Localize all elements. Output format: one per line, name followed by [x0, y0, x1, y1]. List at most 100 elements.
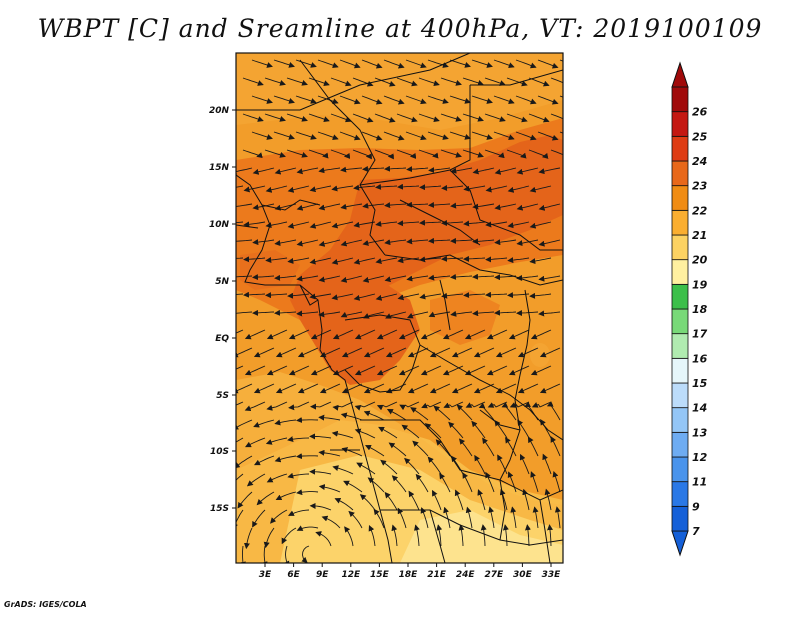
streamline: [537, 95, 559, 105]
streamline: [242, 77, 264, 86]
streamline: [263, 527, 275, 549]
streamline: [529, 292, 552, 299]
streamline: [256, 491, 275, 506]
streamline: [463, 185, 486, 192]
streamline: [384, 239, 407, 246]
colorbar-label: 16: [692, 352, 708, 365]
streamline: [361, 131, 383, 141]
streamline: [236, 310, 253, 317]
streamline: [295, 59, 317, 68]
streamline: [528, 113, 550, 123]
streamline: [428, 274, 451, 281]
streamline: [296, 525, 319, 531]
streamline: [510, 506, 517, 529]
colorbar-swatch: [671, 308, 689, 335]
streamline: [310, 401, 332, 410]
streamline: [517, 347, 539, 358]
streamline: [236, 221, 244, 224]
streamline: [428, 167, 451, 174]
streamline: [287, 292, 310, 299]
lon-label: 12E: [341, 570, 361, 580]
streamline: [538, 239, 561, 247]
colorbar-swatch: [671, 283, 689, 310]
lon-label: 30E: [513, 570, 533, 580]
streamline: [515, 59, 537, 69]
streamline: [462, 472, 473, 493]
streamline: [451, 383, 473, 394]
streamline: [274, 419, 297, 426]
streamline: [419, 184, 442, 191]
streamline: [309, 433, 332, 440]
streamline: [353, 221, 376, 228]
streamline: [486, 329, 508, 340]
streamline: [296, 167, 319, 175]
streamline: [295, 95, 317, 104]
streamline: [463, 292, 486, 299]
lat-label: 20N: [209, 106, 230, 116]
streamline: [245, 437, 266, 448]
lat-label: 5S: [216, 391, 229, 401]
streamline: [288, 365, 310, 376]
streamline: [331, 293, 354, 301]
streamline: [495, 383, 517, 394]
streamline: [348, 510, 363, 529]
streamline: [436, 524, 443, 547]
streamline: [482, 437, 495, 457]
streamline: [253, 347, 275, 358]
streamline: [243, 291, 266, 298]
streamline: [318, 239, 341, 247]
streamline: [362, 165, 385, 172]
colorbar-label: 17: [692, 328, 708, 341]
streamline: [501, 402, 517, 421]
streamline: [385, 347, 407, 358]
streamline: [398, 365, 420, 376]
colorbar-swatch: [671, 407, 689, 433]
streamline: [287, 509, 310, 516]
streamline: [391, 524, 398, 547]
streamline: [261, 545, 268, 563]
streamline: [399, 401, 420, 411]
streamline: [420, 507, 429, 529]
streamline: [331, 221, 354, 229]
streamline: [340, 166, 363, 173]
streamline: [339, 131, 361, 141]
streamline: [550, 113, 563, 120]
streamline: [494, 167, 517, 175]
streamline: [236, 238, 253, 245]
streamline: [243, 256, 266, 263]
streamline: [473, 347, 495, 358]
streamline: [419, 293, 442, 300]
streamline: [472, 310, 495, 317]
streamline: [266, 401, 288, 411]
streamline: [384, 202, 407, 209]
streamline: [309, 221, 332, 229]
streamline: [332, 365, 354, 376]
streamline: [515, 95, 537, 105]
streamline: [440, 77, 462, 86]
colorbar-swatch: [671, 382, 689, 409]
colorbar-label: 9: [692, 500, 700, 513]
streamline: [243, 185, 266, 193]
streamline: [374, 77, 396, 87]
streamline: [375, 183, 398, 190]
streamline: [471, 131, 493, 140]
streamline: [440, 113, 462, 122]
streamline: [408, 490, 420, 511]
streamline: [246, 473, 266, 487]
colorbar-label: 20: [692, 254, 708, 267]
streamline: [463, 220, 486, 227]
streamline: [359, 494, 376, 511]
streamline: [406, 311, 429, 319]
streamline: [471, 59, 493, 68]
streamline: [485, 221, 508, 228]
streamline: [384, 275, 407, 283]
streamline: [308, 149, 329, 159]
streamline: [383, 131, 405, 141]
streamline: [532, 506, 539, 529]
streamline: [287, 221, 310, 229]
colorbar-label: 18: [692, 303, 708, 316]
streamline: [396, 77, 418, 87]
streamline: [401, 424, 420, 439]
streamline: [344, 526, 354, 547]
streamline: [484, 113, 506, 122]
